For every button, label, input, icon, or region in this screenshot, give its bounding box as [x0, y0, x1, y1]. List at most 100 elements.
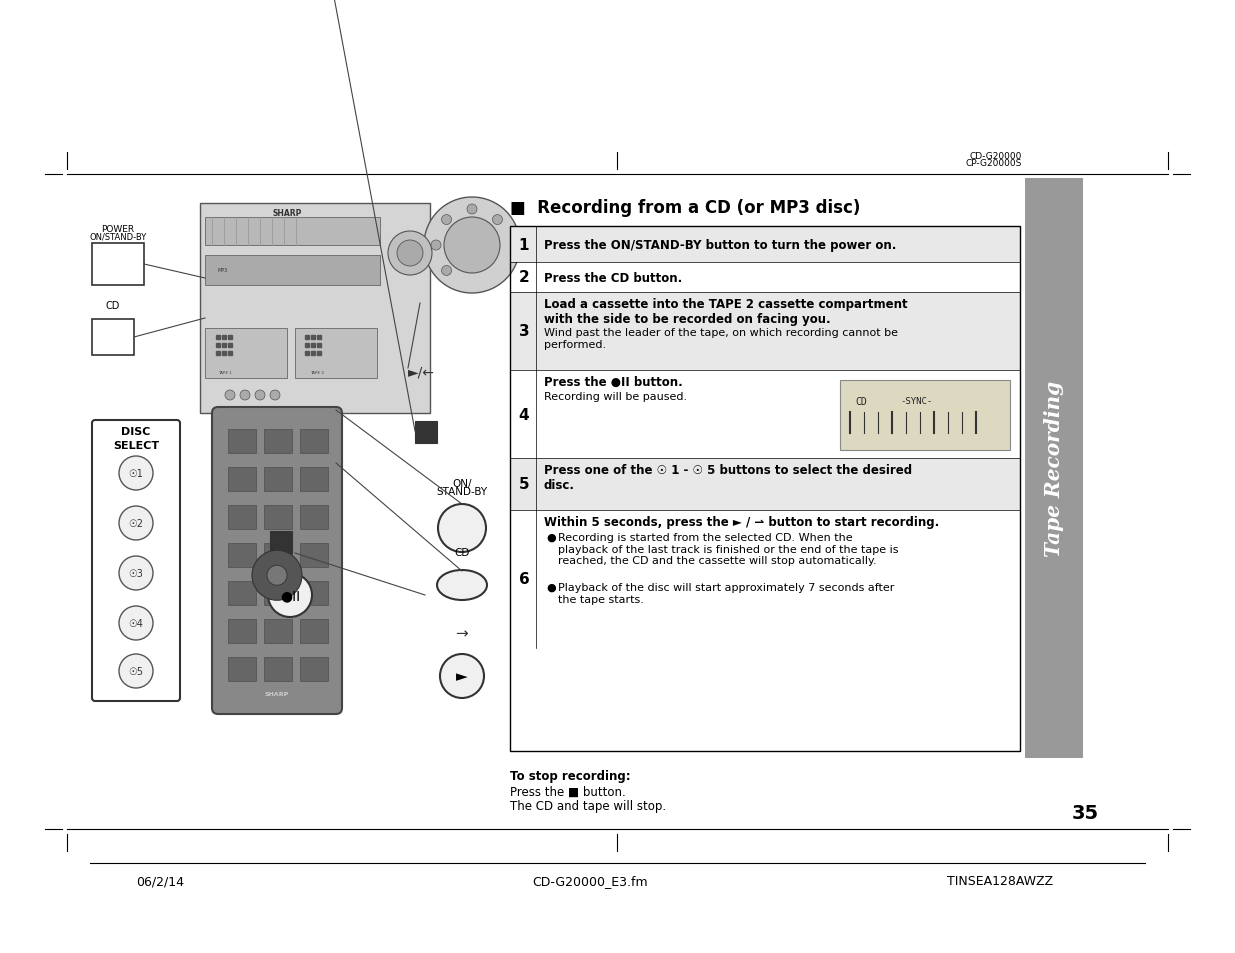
- Circle shape: [442, 266, 452, 276]
- Text: Within 5 seconds, press the ► / ⇀ button to start recording.: Within 5 seconds, press the ► / ⇀ button…: [543, 516, 940, 529]
- Bar: [228, 430, 256, 454]
- Bar: [264, 505, 291, 530]
- Circle shape: [493, 215, 503, 225]
- Text: 3: 3: [519, 324, 530, 339]
- Bar: [300, 543, 329, 567]
- Bar: [510, 458, 1020, 511]
- Text: 5: 5: [519, 477, 530, 492]
- Text: Load a cassette into the TAPE 2 cassette compartment
with the side to be recorde: Load a cassette into the TAPE 2 cassette…: [543, 297, 908, 326]
- Circle shape: [119, 456, 153, 491]
- Bar: [300, 468, 329, 492]
- Text: ☉5: ☉5: [128, 666, 143, 677]
- Text: SELECT: SELECT: [112, 440, 159, 451]
- Text: The CD and tape will stop.: The CD and tape will stop.: [510, 800, 666, 812]
- Text: 35: 35: [1072, 803, 1099, 822]
- Text: 4: 4: [519, 407, 530, 422]
- Bar: [264, 430, 291, 454]
- Text: Recording is started from the selected CD. When the
playback of the last track i: Recording is started from the selected C…: [558, 533, 899, 566]
- Circle shape: [438, 504, 487, 553]
- Text: TINSEA128AWZZ: TINSEA128AWZZ: [947, 875, 1053, 887]
- Text: ■  Recording from a CD (or MP3 disc): ■ Recording from a CD (or MP3 disc): [510, 199, 861, 216]
- Circle shape: [254, 391, 266, 400]
- Circle shape: [119, 606, 153, 640]
- Bar: [300, 619, 329, 643]
- Text: SHARP: SHARP: [264, 692, 289, 697]
- Text: TAPE 2: TAPE 2: [310, 371, 324, 375]
- Circle shape: [431, 241, 441, 251]
- Text: ●: ●: [546, 582, 556, 593]
- Bar: [300, 581, 329, 605]
- Text: 2: 2: [519, 271, 530, 285]
- Circle shape: [240, 391, 249, 400]
- Text: SHARP: SHARP: [273, 210, 303, 218]
- Circle shape: [396, 241, 424, 267]
- Circle shape: [119, 655, 153, 688]
- Circle shape: [440, 655, 484, 699]
- Bar: [270, 532, 291, 554]
- Bar: [300, 430, 329, 454]
- Text: Press the ●II button.: Press the ●II button.: [543, 375, 683, 389]
- Text: Tape Recording: Tape Recording: [1044, 380, 1065, 557]
- Bar: [264, 468, 291, 492]
- Text: Wind past the leader of the tape, on which recording cannot be
performed.: Wind past the leader of the tape, on whi…: [543, 328, 898, 349]
- Circle shape: [388, 232, 432, 275]
- Text: CD: CD: [855, 396, 867, 407]
- Circle shape: [252, 551, 303, 600]
- Text: Press the ■ button.: Press the ■ button.: [510, 785, 626, 799]
- Text: STAND-BY: STAND-BY: [436, 486, 488, 497]
- Bar: [264, 619, 291, 643]
- Bar: [228, 619, 256, 643]
- Text: ON/: ON/: [452, 478, 472, 489]
- Text: ☉4: ☉4: [128, 618, 143, 628]
- Bar: [264, 543, 291, 567]
- Text: Playback of the disc will start approximately 7 seconds after
the tape starts.: Playback of the disc will start approxim…: [558, 582, 894, 604]
- Text: Press the CD button.: Press the CD button.: [543, 272, 682, 284]
- Circle shape: [268, 574, 312, 618]
- Text: DISC: DISC: [121, 427, 151, 436]
- Text: 6: 6: [519, 572, 530, 587]
- Bar: [300, 658, 329, 681]
- Text: CP-G20000S: CP-G20000S: [966, 159, 1023, 168]
- Bar: [228, 468, 256, 492]
- Text: ON/STAND-BY: ON/STAND-BY: [89, 233, 147, 242]
- Text: Press one of the ☉ 1 - ☉ 5 buttons to select the desired
disc.: Press one of the ☉ 1 - ☉ 5 buttons to se…: [543, 463, 913, 492]
- Circle shape: [442, 215, 452, 225]
- Bar: [205, 218, 380, 246]
- Circle shape: [270, 391, 280, 400]
- Bar: [510, 293, 1020, 371]
- Circle shape: [225, 391, 235, 400]
- Text: ●II: ●II: [280, 588, 300, 602]
- Bar: [200, 204, 430, 414]
- Text: MP3: MP3: [219, 268, 228, 274]
- Bar: [295, 329, 377, 378]
- Text: -SYNC-: -SYNC-: [900, 397, 932, 406]
- Text: 06/2/14: 06/2/14: [136, 875, 184, 887]
- Bar: [91, 319, 135, 355]
- Text: ●: ●: [546, 533, 556, 542]
- Bar: [228, 581, 256, 605]
- Text: Press the ON/STAND-BY button to turn the power on.: Press the ON/STAND-BY button to turn the…: [543, 238, 897, 252]
- Text: ►: ►: [456, 669, 468, 684]
- Text: Recording will be paused.: Recording will be paused.: [543, 392, 687, 401]
- Circle shape: [119, 506, 153, 540]
- Circle shape: [445, 218, 500, 274]
- Ellipse shape: [437, 571, 487, 600]
- Text: CD: CD: [454, 547, 469, 558]
- Text: →: →: [456, 626, 468, 640]
- Bar: [510, 227, 1020, 263]
- Bar: [205, 329, 287, 378]
- Text: TAPE 1: TAPE 1: [219, 371, 232, 375]
- Circle shape: [424, 198, 520, 294]
- Bar: [300, 505, 329, 530]
- FancyBboxPatch shape: [212, 408, 342, 714]
- Text: CD: CD: [106, 301, 120, 311]
- Circle shape: [467, 205, 477, 214]
- Bar: [91, 244, 144, 286]
- Bar: [1025, 179, 1083, 759]
- Text: ☉2: ☉2: [128, 518, 143, 529]
- Text: CD-G20000: CD-G20000: [969, 152, 1023, 161]
- Bar: [228, 658, 256, 681]
- Bar: [228, 543, 256, 567]
- Circle shape: [119, 557, 153, 590]
- FancyBboxPatch shape: [91, 420, 180, 701]
